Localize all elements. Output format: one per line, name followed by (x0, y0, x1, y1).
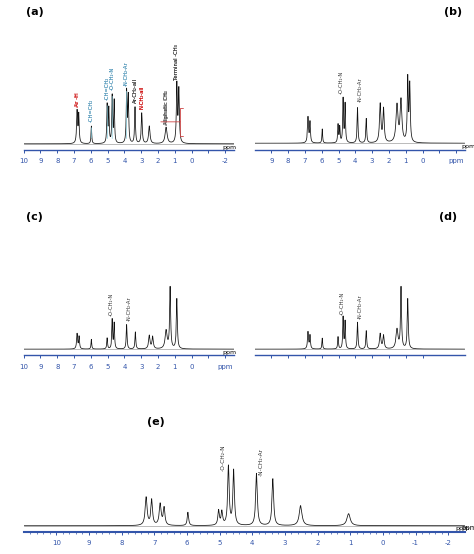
Text: -O-CH₂-N: -O-CH₂-N (220, 444, 225, 471)
Text: (b): (b) (444, 7, 462, 17)
Text: -O-CH₂-N: -O-CH₂-N (338, 70, 344, 94)
Text: (d): (d) (439, 212, 457, 222)
Text: Terminal -CH₃: Terminal -CH₃ (174, 44, 179, 80)
Text: ppm: ppm (222, 145, 236, 150)
Text: Aliphatic CH₂: Aliphatic CH₂ (164, 91, 169, 125)
Text: Terminal -CH₃: Terminal -CH₃ (174, 44, 179, 80)
Text: -N-CH₂-Ar: -N-CH₂-Ar (124, 61, 129, 86)
Text: (c): (c) (26, 212, 43, 222)
Text: -O-CH₂-N: -O-CH₂-N (339, 291, 345, 315)
Text: Ar-CH₂-all: Ar-CH₂-all (133, 78, 137, 103)
Text: Ar-CH₂-all: Ar-CH₂-all (133, 78, 137, 103)
Text: ppm: ppm (456, 526, 469, 531)
Text: Aliphatic CH₂: Aliphatic CH₂ (164, 90, 169, 124)
Text: (e): (e) (147, 417, 165, 427)
Text: -CH=CH₂: -CH=CH₂ (105, 76, 109, 100)
Text: (a): (a) (26, 7, 44, 17)
Text: Ar -H: Ar -H (75, 94, 80, 107)
Text: -O-CH₂-N: -O-CH₂-N (109, 293, 114, 316)
Text: N-CH₂-all: N-CH₂-all (139, 86, 144, 109)
Text: ppm: ppm (461, 525, 474, 531)
Text: -CH=CH₂: -CH=CH₂ (105, 76, 109, 100)
Text: -CH=CH₂: -CH=CH₂ (89, 99, 94, 122)
Text: N-CH₂-all: N-CH₂-all (139, 85, 144, 109)
Text: -CH=CH₂: -CH=CH₂ (89, 99, 94, 122)
Text: -N-CH₂-Ar: -N-CH₂-Ar (357, 294, 363, 319)
Text: Ar -H: Ar -H (75, 93, 80, 106)
Text: -O-CH₂-N: -O-CH₂-N (109, 67, 115, 90)
Text: -O-CH₂-N: -O-CH₂-N (109, 67, 115, 90)
Text: -N-CH₂-Ar: -N-CH₂-Ar (124, 61, 129, 86)
Text: -N-CH₂-Ar: -N-CH₂-Ar (127, 297, 132, 321)
Text: -N-CH₂-Ar: -N-CH₂-Ar (259, 448, 264, 476)
Text: -N-CH₂-Ar: -N-CH₂-Ar (358, 77, 363, 102)
Text: ppm: ppm (222, 350, 236, 355)
Text: ppm: ppm (461, 145, 474, 150)
